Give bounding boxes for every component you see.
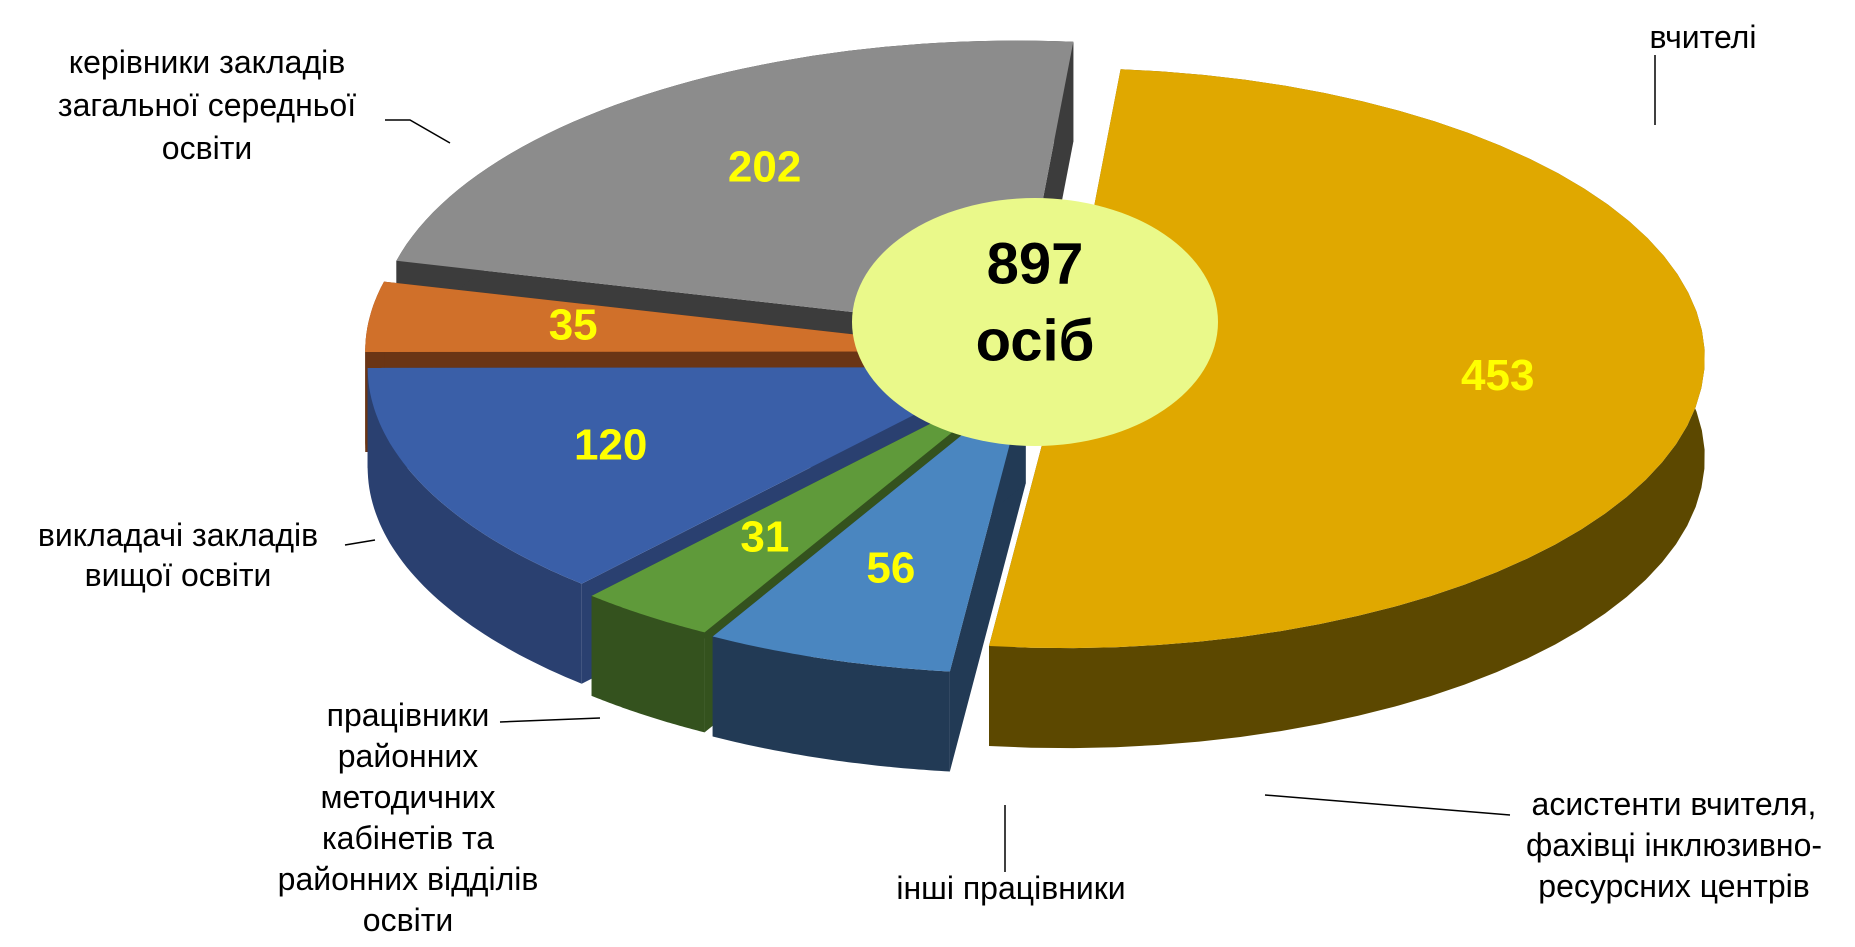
slice: [989, 69, 1705, 649]
slice: [591, 379, 1018, 633]
center-unit: осіб: [976, 308, 1095, 373]
leader-line: [344, 539, 376, 546]
pie: [365, 40, 1705, 772]
category-label: викладачі закладів вищої освіти: [38, 517, 318, 593]
slice-side: [591, 595, 705, 733]
value-label: 202: [728, 143, 801, 192]
category-label: інші працівники: [896, 870, 1125, 906]
slice: [712, 383, 1026, 672]
value-label: 35: [549, 300, 598, 349]
value-label: 120: [574, 421, 647, 470]
leader-line: [1264, 794, 1511, 816]
slice-side: [712, 636, 950, 772]
slice-side: [367, 367, 582, 684]
category-label: асистенти вчителя, фахівці інклюзивно-рес…: [1526, 786, 1822, 904]
value-label: 453: [1461, 351, 1534, 400]
value-label: 31: [740, 513, 789, 562]
leader-line: [385, 119, 451, 144]
category-label: керівники закладів загальної середньої осв…: [58, 44, 356, 166]
leader-line: [499, 717, 601, 723]
category-label: вчителі: [1650, 19, 1757, 55]
slice: [365, 281, 1006, 352]
category-label: працівники районних методичних кабінетів та…: [278, 697, 539, 938]
center-total: 897: [987, 231, 1084, 296]
center-ellipse: [852, 198, 1218, 446]
value-label: 56: [866, 544, 915, 593]
slice: [367, 367, 1008, 584]
